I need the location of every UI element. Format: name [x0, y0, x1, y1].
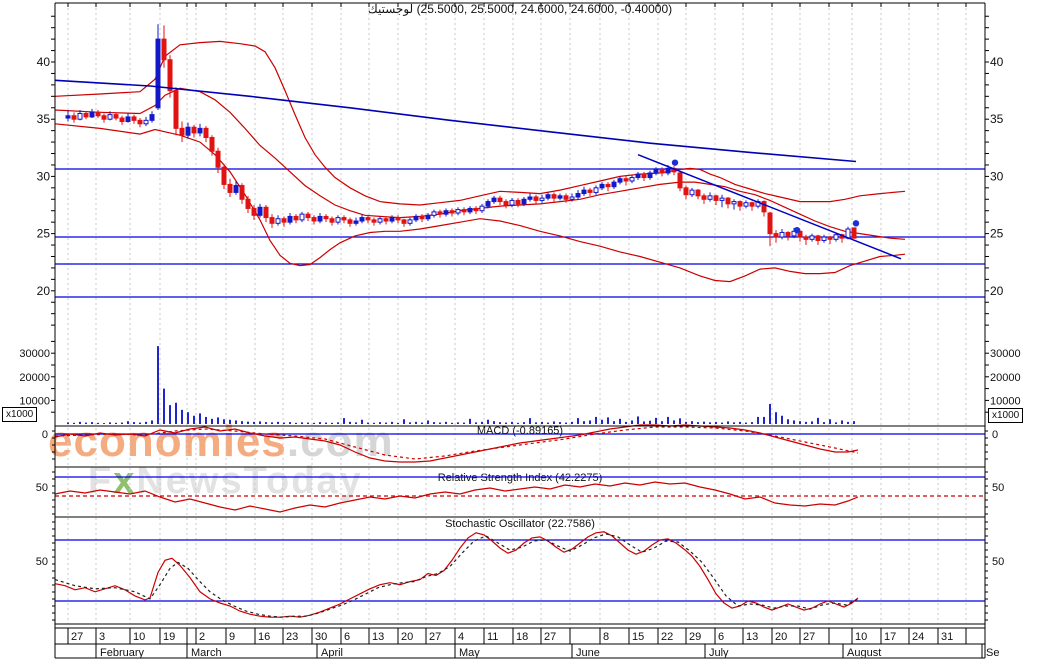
svg-text:0: 0 — [42, 429, 48, 441]
rsi-line — [54, 481, 859, 513]
instrument-name: لوجستيك — [367, 2, 414, 16]
bollinger-bands — [54, 40, 906, 283]
svg-text:35: 35 — [37, 112, 51, 126]
trendline — [637, 153, 902, 260]
svg-text:July: July — [709, 647, 729, 659]
svg-text:20000: 20000 — [990, 372, 1021, 384]
chart-title: لوجستيك (25.5000, 25.5000, 24.6000, 24.6… — [0, 2, 1040, 16]
svg-text:20000: 20000 — [19, 372, 50, 384]
svg-text:19: 19 — [163, 631, 175, 643]
svg-text:23: 23 — [286, 631, 298, 643]
svg-text:0: 0 — [992, 429, 998, 441]
svg-text:August: August — [847, 647, 881, 659]
svg-text:50: 50 — [36, 556, 48, 568]
svg-text:May: May — [459, 647, 480, 659]
svg-text:27: 27 — [429, 631, 441, 643]
svg-text:29: 29 — [689, 631, 701, 643]
svg-text:40: 40 — [990, 55, 1004, 69]
svg-text:20: 20 — [401, 631, 413, 643]
svg-text:25: 25 — [990, 227, 1004, 241]
svg-text:27: 27 — [803, 631, 815, 643]
svg-text:27: 27 — [71, 631, 83, 643]
svg-text:20: 20 — [775, 631, 787, 643]
svg-text:10: 10 — [855, 631, 867, 643]
svg-text:9: 9 — [229, 631, 235, 643]
watermark-economies: economies.com — [48, 417, 394, 466]
svg-text:11: 11 — [487, 631, 498, 643]
svg-text:30: 30 — [990, 169, 1004, 183]
ohlc-readout: (25.5000, 25.5000, 24.6000, 24.6000, -0.… — [416, 2, 673, 16]
svg-text:22: 22 — [661, 631, 673, 643]
svg-text:June: June — [576, 647, 600, 659]
svg-text:30000: 30000 — [19, 348, 50, 360]
svg-text:15: 15 — [632, 631, 644, 643]
svg-text:February: February — [100, 647, 145, 659]
svg-text:24: 24 — [912, 631, 924, 643]
macd-lines — [54, 424, 859, 463]
svg-text:27: 27 — [544, 631, 556, 643]
svg-text:13: 13 — [372, 631, 384, 643]
svg-text:3: 3 — [99, 631, 105, 643]
moving-average-line — [54, 79, 857, 163]
svg-text:31: 31 — [941, 631, 953, 643]
svg-text:10: 10 — [133, 631, 145, 643]
svg-text:6: 6 — [344, 631, 350, 643]
svg-text:17: 17 — [884, 631, 896, 643]
candlesticks — [65, 24, 857, 247]
svg-text:30000: 30000 — [990, 348, 1021, 360]
svg-text:40: 40 — [37, 55, 51, 69]
svg-text:50: 50 — [992, 482, 1004, 494]
svg-text:Se: Se — [986, 647, 999, 659]
watermark-fxnewstoday: FxNewsToday — [88, 460, 363, 502]
svg-text:4: 4 — [458, 631, 464, 643]
stoch-label: Stochastic Oscillator (22.7586) — [445, 518, 595, 530]
svg-text:6: 6 — [718, 631, 724, 643]
svg-text:10000: 10000 — [19, 395, 50, 407]
svg-text:50: 50 — [36, 482, 48, 494]
svg-text:2: 2 — [199, 631, 205, 643]
stochastic-lines — [54, 531, 859, 618]
volume-bars — [67, 346, 855, 424]
svg-text:13: 13 — [746, 631, 758, 643]
rsi-label: Relative Strength Index (42.2275) — [437, 472, 603, 484]
panel-level-lines — [55, 433, 985, 602]
svg-text:20: 20 — [37, 284, 51, 298]
sar-dots — [671, 159, 860, 234]
svg-text:8: 8 — [603, 631, 609, 643]
svg-text:18: 18 — [516, 631, 528, 643]
svg-text:30: 30 — [315, 631, 327, 643]
svg-text:10000: 10000 — [990, 395, 1021, 407]
svg-text:16: 16 — [258, 631, 270, 643]
svg-text:30: 30 — [37, 169, 51, 183]
x-axis-rows: 27 3 10 19 2 9 16 23 30 6 13 20 27 4 11 18 27 8 15 22 29 6 13 2… — [54, 628, 999, 659]
svg-text:20: 20 — [990, 284, 1004, 298]
svg-text:25: 25 — [37, 227, 51, 241]
svg-text:50: 50 — [992, 556, 1004, 568]
svg-text:April: April — [321, 647, 343, 659]
svg-text:35: 35 — [990, 112, 1004, 126]
gridlines-layer — [67, 3, 967, 624]
svg-text:March: March — [191, 647, 222, 659]
